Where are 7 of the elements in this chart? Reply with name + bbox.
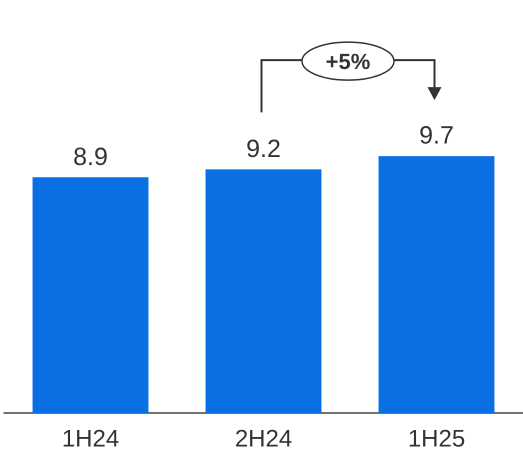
x-tick-label: 2H24 [234, 426, 292, 452]
data-label: 8.9 [73, 142, 108, 171]
x-tick-label: 1H25 [408, 426, 466, 452]
x-tick-label: 1H24 [62, 426, 120, 452]
text: +5% [326, 49, 370, 74]
data-label: 9.2 [246, 134, 281, 163]
data-label: 9.7 [419, 122, 454, 150]
